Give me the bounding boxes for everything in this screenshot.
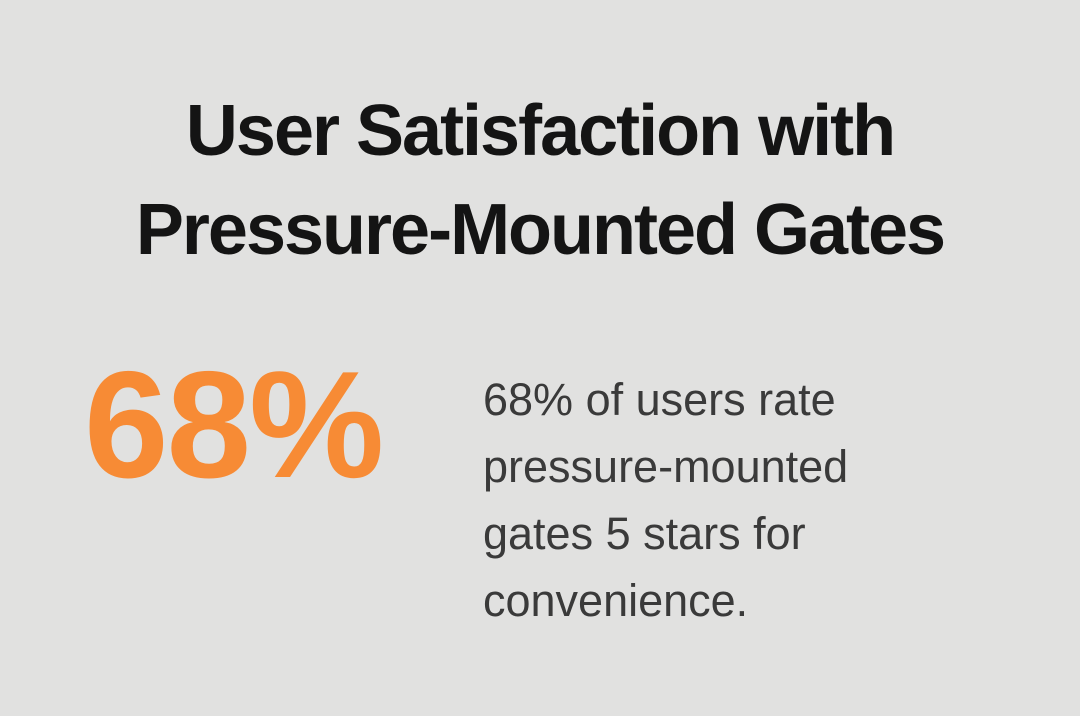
title-line-1: User Satisfaction with: [185, 91, 896, 171]
stat-description: 68% of users rate pressure-mounted gates…: [483, 366, 848, 634]
stat-description-line-2: pressure-mounted: [483, 441, 849, 492]
stat-description-line-4: convenience.: [483, 575, 749, 626]
stat-value: 68%: [84, 340, 384, 510]
title-line-2: Pressure-Mounted Gates: [135, 190, 946, 270]
stat-description-line-3: gates 5 stars for: [483, 508, 806, 559]
page-title: User Satisfaction with Pressure-Mounted …: [0, 82, 1080, 280]
stat-description-line-1: 68% of users rate: [483, 374, 836, 425]
